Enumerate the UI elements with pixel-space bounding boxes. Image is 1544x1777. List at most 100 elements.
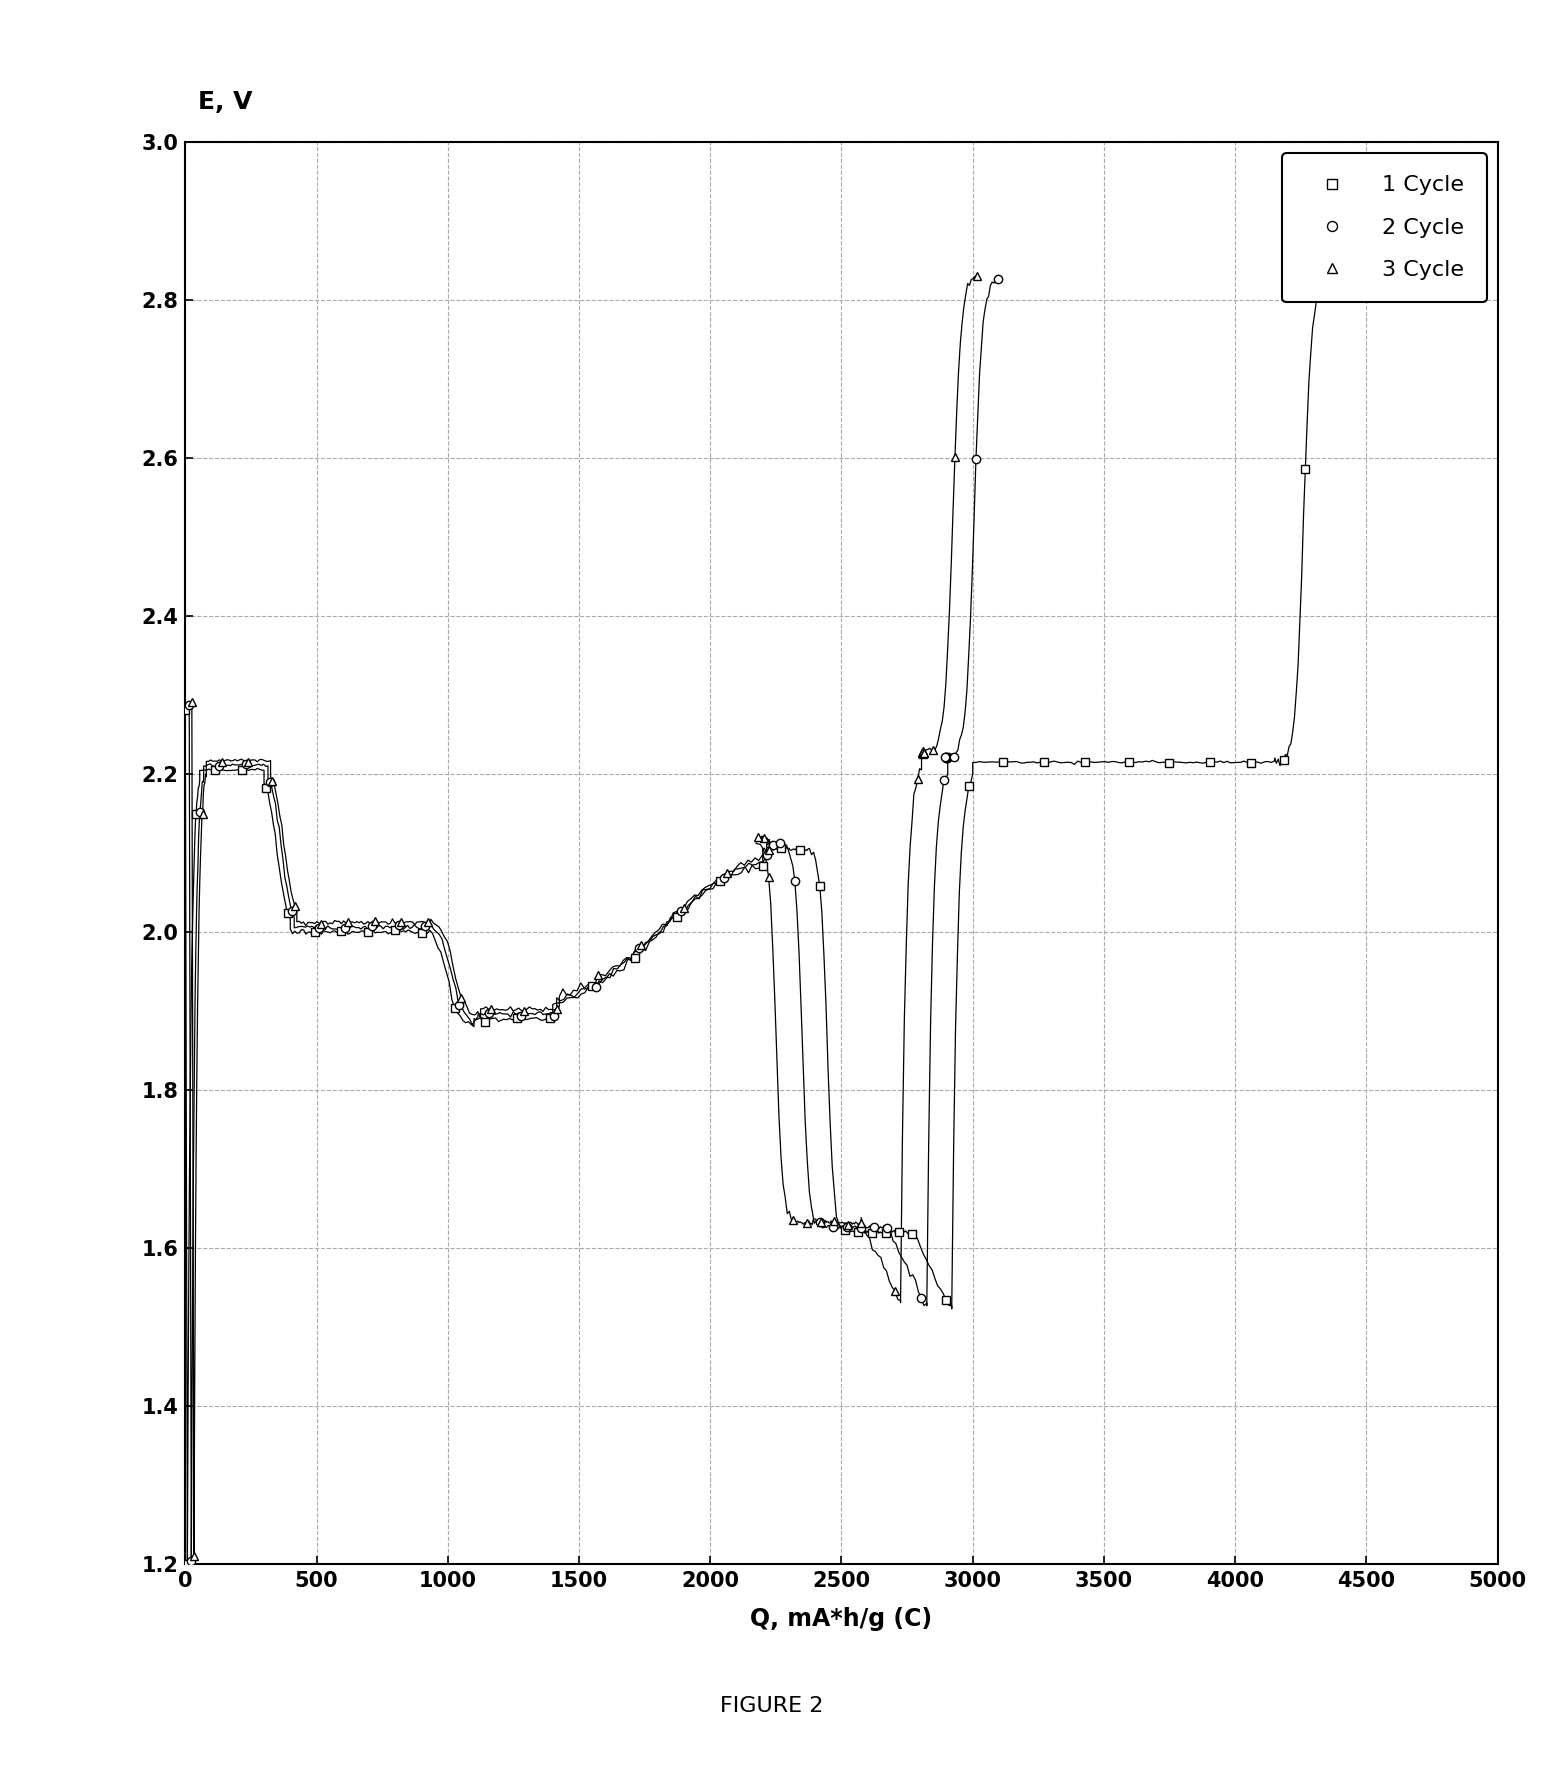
3 Cycle (755, 828, 774, 849)
1 Cycle (772, 837, 791, 858)
Text: E, V: E, V (198, 89, 253, 114)
1 Cycle (710, 871, 729, 892)
2 Cycle (811, 1212, 829, 1233)
1 Cycle (669, 906, 687, 928)
2 Cycle (480, 1002, 499, 1024)
3 Cycle (913, 743, 931, 764)
2 Cycle (939, 746, 957, 768)
1 Cycle (889, 1223, 908, 1244)
3 Cycle (812, 1212, 831, 1233)
Text: FIGURE 2: FIGURE 2 (721, 1695, 823, 1717)
3 Cycle (193, 803, 212, 825)
1 Cycle (358, 920, 377, 942)
3 Cycle (631, 935, 650, 956)
1 Cycle (540, 1008, 559, 1029)
3 Cycle (945, 446, 963, 467)
3 Cycle (908, 768, 926, 789)
2 Cycle (236, 753, 255, 775)
2 Cycle (838, 1215, 857, 1237)
1 Cycle (279, 903, 298, 924)
3 Cycle (784, 1210, 803, 1231)
2 Cycle (630, 938, 648, 960)
2 Cycle (937, 746, 956, 768)
3 Cycle (852, 1212, 871, 1233)
1 Cycle (1274, 750, 1292, 771)
3 Cycle (718, 862, 736, 883)
2 Cycle (865, 1217, 883, 1239)
2 Cycle (937, 746, 956, 768)
3 Cycle (547, 999, 565, 1020)
1 Cycle (877, 1223, 896, 1244)
2 Cycle (913, 1288, 931, 1310)
1 Cycle (187, 803, 205, 825)
3 Cycle (886, 1279, 905, 1301)
1 Cycle (582, 976, 601, 997)
2 Cycle (672, 899, 690, 920)
1 Cycle (960, 775, 979, 796)
1 Cycle (753, 855, 772, 876)
1 Cycle (256, 778, 275, 800)
1 Cycle (903, 1223, 922, 1244)
2 Cycle (182, 1550, 201, 1571)
Line: 2 Cycle: 2 Cycle (185, 275, 1002, 1566)
2 Cycle (936, 746, 954, 768)
2 Cycle (945, 746, 963, 768)
2 Cycle (337, 917, 355, 938)
1 Cycle (1241, 752, 1260, 773)
3 Cycle (797, 1212, 815, 1233)
3 Cycle (838, 1214, 857, 1235)
2 Cycle (309, 917, 327, 938)
3 Cycle (213, 752, 232, 773)
1 Cycle (1075, 752, 1093, 773)
1 Cycle (476, 1011, 494, 1032)
1 Cycle (386, 920, 405, 942)
2 Cycle (879, 1217, 897, 1239)
3 Cycle (760, 867, 778, 888)
1 Cycle (205, 759, 224, 780)
2 Cycle (937, 746, 956, 768)
1 Cycle (1119, 752, 1138, 773)
2 Cycle (283, 901, 301, 922)
3 Cycle (182, 691, 201, 713)
3 Cycle (338, 912, 357, 933)
3 Cycle (239, 752, 258, 773)
3 Cycle (418, 912, 437, 933)
3 Cycle (923, 739, 942, 761)
2 Cycle (758, 844, 777, 865)
1 Cycle (625, 947, 644, 968)
3 Cycle (914, 743, 933, 764)
2 Cycle (417, 915, 435, 936)
2 Cycle (937, 748, 956, 769)
3 Cycle (452, 986, 471, 1008)
3 Cycle (913, 741, 931, 762)
1 Cycle (332, 920, 350, 942)
3 Cycle (749, 826, 767, 848)
1 Cycle (445, 997, 463, 1018)
1 Cycle (994, 752, 1013, 773)
2 Cycle (261, 771, 279, 793)
1 Cycle (412, 922, 431, 944)
3 Cycle (913, 741, 931, 762)
3 Cycle (824, 1210, 843, 1231)
1 Cycle (1160, 753, 1178, 775)
1 Cycle (508, 1008, 527, 1029)
2 Cycle (823, 1215, 841, 1237)
1 Cycle (849, 1221, 868, 1242)
2 Cycle (389, 915, 408, 936)
2 Cycle (449, 993, 468, 1015)
3 Cycle (482, 999, 500, 1020)
3 Cycle (914, 741, 933, 762)
1 Cycle (835, 1219, 854, 1240)
2 Cycle (545, 1006, 564, 1027)
Line: 3 Cycle: 3 Cycle (188, 272, 980, 1560)
2 Cycle (967, 450, 985, 471)
2 Cycle (363, 915, 381, 936)
1 Cycle (1034, 752, 1053, 773)
3 Cycle (968, 265, 987, 286)
1 Cycle (176, 698, 195, 720)
1 Cycle (178, 1553, 196, 1574)
2 Cycle (937, 748, 956, 769)
3 Cycle (675, 897, 693, 919)
2 Cycle (851, 1217, 869, 1239)
1 Cycle (1295, 458, 1314, 480)
